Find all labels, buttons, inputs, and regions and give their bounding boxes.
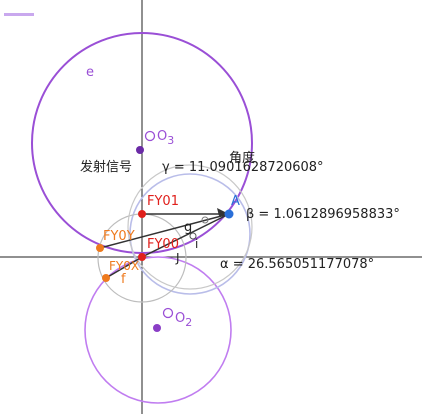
point-fy01[interactable] (138, 210, 146, 218)
point-o3-dot[interactable] (136, 146, 144, 154)
label-circle-e: e (86, 65, 94, 80)
label-a: A (231, 194, 240, 209)
point-fy0y[interactable] (96, 244, 104, 252)
label-alpha: α = 26.565051177078° (220, 257, 374, 272)
label-fy00: FY00 (147, 237, 179, 252)
point-g-marker[interactable] (201, 216, 209, 224)
label-o2: O2 (175, 311, 192, 329)
point-o3-hollow[interactable] (144, 130, 156, 142)
label-beta: β = 1.0612896958833° (246, 207, 400, 222)
label-j: J (175, 251, 180, 265)
label-g: g (184, 220, 192, 235)
label-o3: O3 (157, 129, 174, 147)
toolbar-handle[interactable] (4, 13, 34, 16)
label-f: f (121, 272, 126, 287)
circle-o2[interactable] (84, 256, 232, 404)
segment-fy00-a[interactable] (141, 213, 230, 258)
label-i: i (195, 237, 198, 251)
point-o2-dot[interactable] (153, 324, 161, 332)
point-i-marker[interactable] (189, 232, 197, 240)
segment-fy0x-fy00[interactable] (105, 256, 143, 279)
point-fy00[interactable] (138, 253, 146, 261)
point-o2-hollow[interactable] (162, 307, 174, 319)
point-fy0x[interactable] (102, 274, 110, 282)
circle-gray-2[interactable] (127, 164, 253, 290)
label-fa-she-xin-hao: 发射信号 (80, 159, 132, 175)
label-fy01: FY01 (147, 194, 179, 209)
label-fy0x: FY0X (109, 259, 139, 273)
circle-lavender[interactable] (129, 173, 251, 295)
label-jiao-du: 角度 (229, 150, 255, 166)
label-gamma: γ = 11.0901628720608° (162, 160, 324, 175)
point-a[interactable] (224, 209, 234, 219)
label-fy0y: FY0Y (103, 229, 135, 244)
